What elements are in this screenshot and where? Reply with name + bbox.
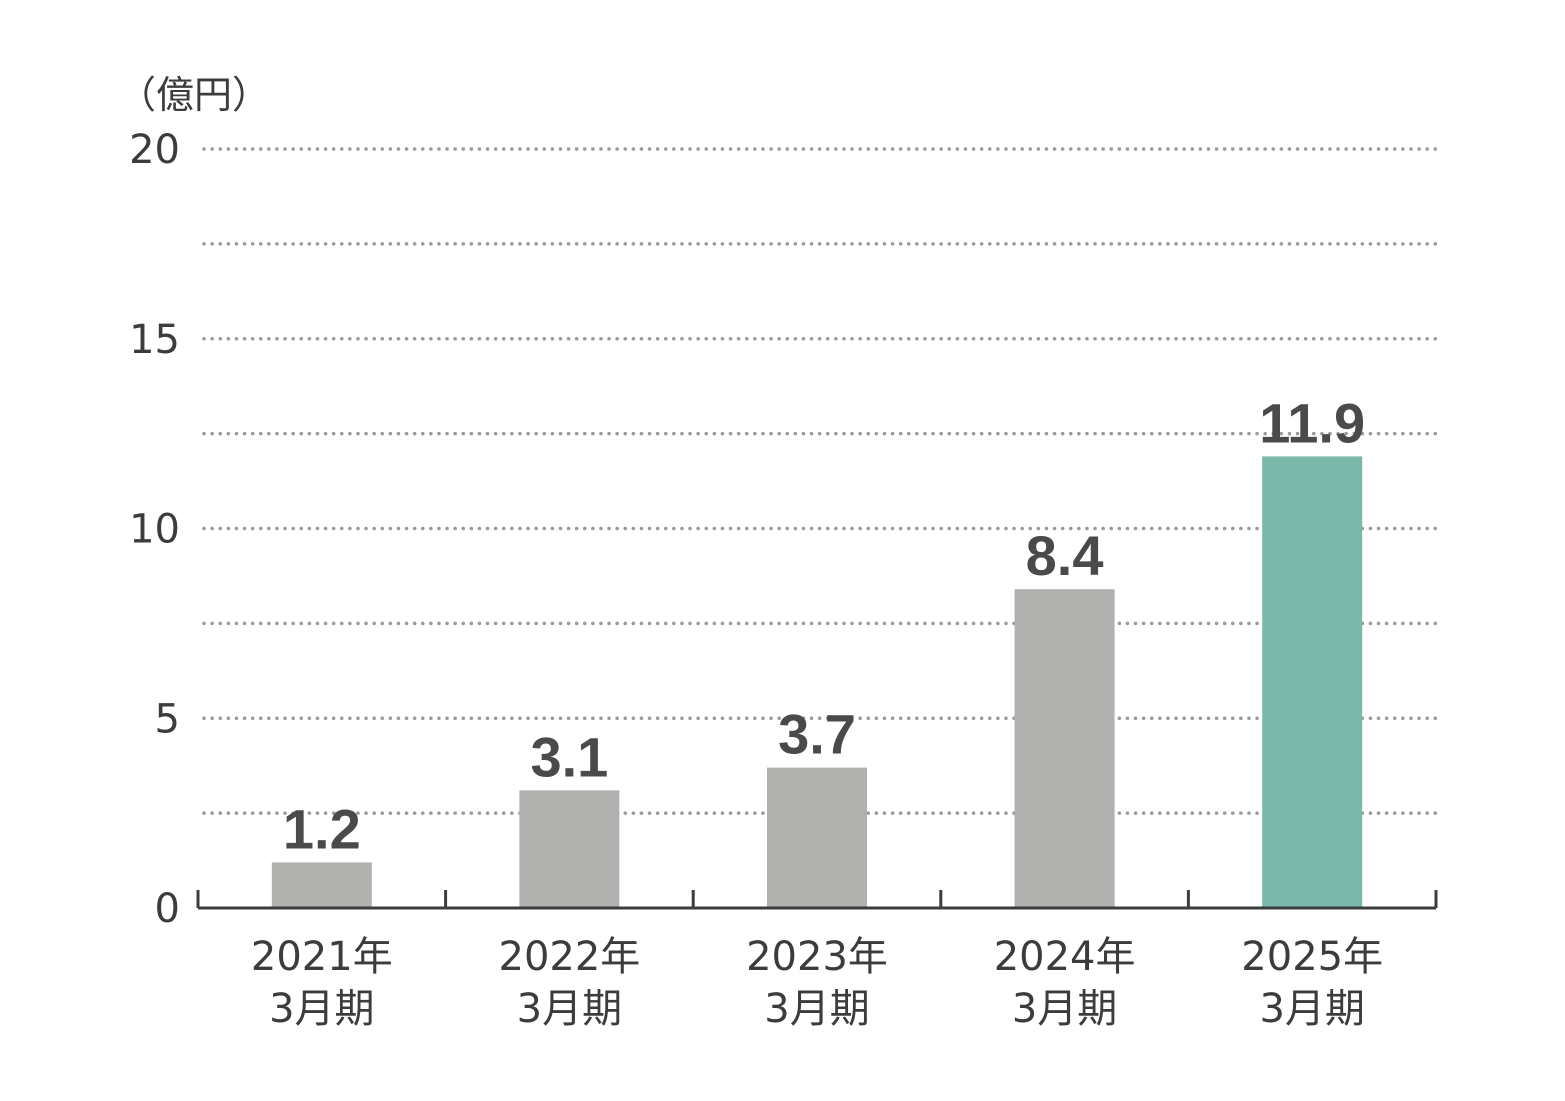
y-tick-label: 0 (155, 886, 180, 932)
bar (767, 767, 867, 908)
category-label: 3月期 (764, 986, 869, 1032)
y-tick-label: 20 (129, 127, 180, 173)
category-labels: 2021年 3月期 2022年 3月期 2023年 3月期 2024年 3月期 2025年 3月期 (251, 934, 1383, 1032)
category-label: 2025年 (1241, 934, 1383, 980)
bar (519, 790, 620, 908)
category-label: 3月期 (1012, 986, 1117, 1032)
value-labels: 1.2 3.1 3.7 8.4 11.9 (283, 391, 1365, 860)
y-axis-unit-label: （億円） (118, 73, 270, 117)
value-label: 8.4 (1026, 524, 1104, 587)
bar (1014, 589, 1115, 908)
value-label: 3.7 (778, 703, 856, 766)
category-label: 3月期 (1259, 986, 1364, 1032)
bars (271, 456, 1363, 908)
x-axis (196, 890, 1438, 910)
value-label: 11.9 (1259, 391, 1365, 454)
bar (1262, 456, 1363, 908)
value-label: 3.1 (530, 725, 608, 788)
category-label: 3月期 (269, 986, 374, 1032)
y-tick-label: 5 (155, 696, 180, 742)
y-axis-tick-labels: 0 5 10 15 20 (129, 127, 180, 932)
category-label: 2024年 (994, 934, 1136, 980)
gridlines (202, 147, 1442, 815)
category-label: 3月期 (517, 986, 622, 1032)
y-tick-label: 15 (129, 317, 180, 363)
category-label: 2023年 (746, 934, 888, 980)
category-label: 2022年 (499, 934, 641, 980)
bar (271, 862, 372, 908)
y-tick-label: 10 (129, 507, 180, 553)
value-label: 1.2 (283, 797, 361, 860)
category-label: 2021年 (251, 934, 393, 980)
